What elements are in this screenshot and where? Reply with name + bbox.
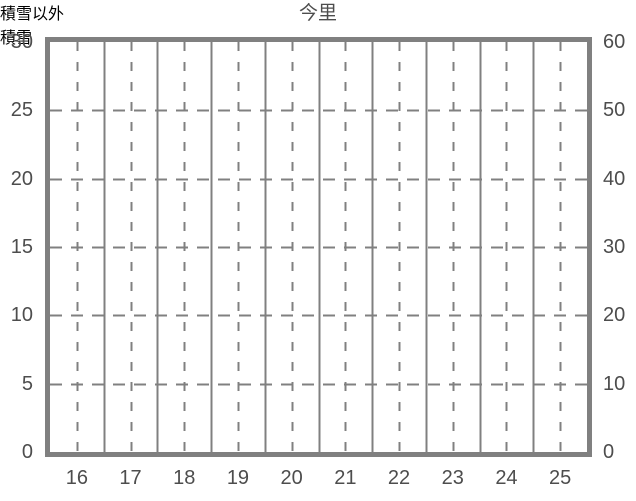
x-axis-tick-label: 25 — [549, 467, 572, 489]
left-axis-title: 積雪以外 — [0, 6, 65, 23]
y-axis-left-tick-label: 0 — [21, 441, 33, 463]
x-axis-tick-label: 17 — [119, 467, 142, 489]
x-axis-tick-label: 22 — [387, 467, 411, 489]
y-axis-right-tick-label: 30 — [603, 236, 626, 258]
x-axis-tick-label: 24 — [495, 467, 518, 489]
x-axis-tick-label: 19 — [226, 467, 250, 489]
x-axis-tick-label: 16 — [65, 467, 88, 489]
y-axis-left-tick-label: 30 — [10, 31, 33, 53]
y-axis-left-tick-label: 10 — [10, 304, 33, 327]
y-axis-left-tick-label: 5 — [21, 372, 33, 395]
right-axis-title: 積雪 — [0, 30, 33, 47]
y-axis-right-tick-label: 20 — [603, 304, 626, 327]
y-axis-left-tick-label: 25 — [10, 99, 33, 122]
y-axis-right-tick-label: 0 — [603, 441, 615, 463]
x-axis-tick-label: 21 — [334, 467, 357, 489]
y-axis-left-tick-label: 20 — [10, 167, 33, 190]
y-axis-left-tick-label: 15 — [10, 236, 33, 258]
y-axis-right-tick-label: 40 — [603, 167, 626, 190]
y-axis-right-tick-label: 50 — [603, 99, 626, 122]
chart-title: 今里 — [298, 3, 337, 24]
x-axis-tick-label: 23 — [441, 467, 464, 489]
plot-grid-region — [50, 42, 587, 452]
y-axis-right-tick-label: 10 — [603, 372, 626, 395]
plot-frame — [45, 37, 592, 457]
x-axis-tick-label: 20 — [280, 467, 303, 489]
x-axis-tick-label: 18 — [173, 467, 196, 489]
y-axis-right-tick-label: 60 — [603, 31, 626, 53]
gridlines — [50, 42, 587, 452]
